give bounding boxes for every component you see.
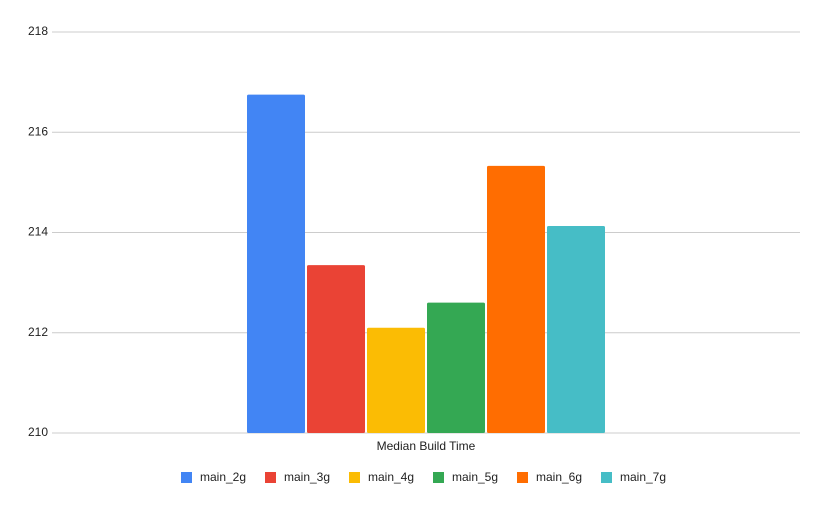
legend-swatch xyxy=(517,472,528,483)
legend-label: main_4g xyxy=(368,470,414,484)
y-tick-label: 216 xyxy=(28,124,48,138)
legend-swatch xyxy=(601,472,612,483)
legend-label: main_7g xyxy=(620,470,666,484)
legend-label: main_5g xyxy=(452,470,498,484)
y-tick-label: 212 xyxy=(28,325,48,339)
bar xyxy=(367,327,425,433)
x-tick-label: Median Build Time xyxy=(377,439,476,453)
legend-swatch xyxy=(181,472,192,483)
legend-label: main_6g xyxy=(536,470,582,484)
legend-swatch xyxy=(433,472,444,483)
bar xyxy=(547,225,605,433)
legend-swatch xyxy=(265,472,276,483)
y-tick-label: 214 xyxy=(28,225,48,239)
legend-swatch xyxy=(349,472,360,483)
legend-label: main_2g xyxy=(200,470,246,484)
bar xyxy=(487,165,545,434)
y-tick-label: 218 xyxy=(28,24,48,38)
bar xyxy=(307,265,365,433)
bar xyxy=(247,94,305,433)
legend-label: main_3g xyxy=(284,470,330,484)
bar xyxy=(427,302,485,433)
y-tick-label: 210 xyxy=(28,425,48,439)
